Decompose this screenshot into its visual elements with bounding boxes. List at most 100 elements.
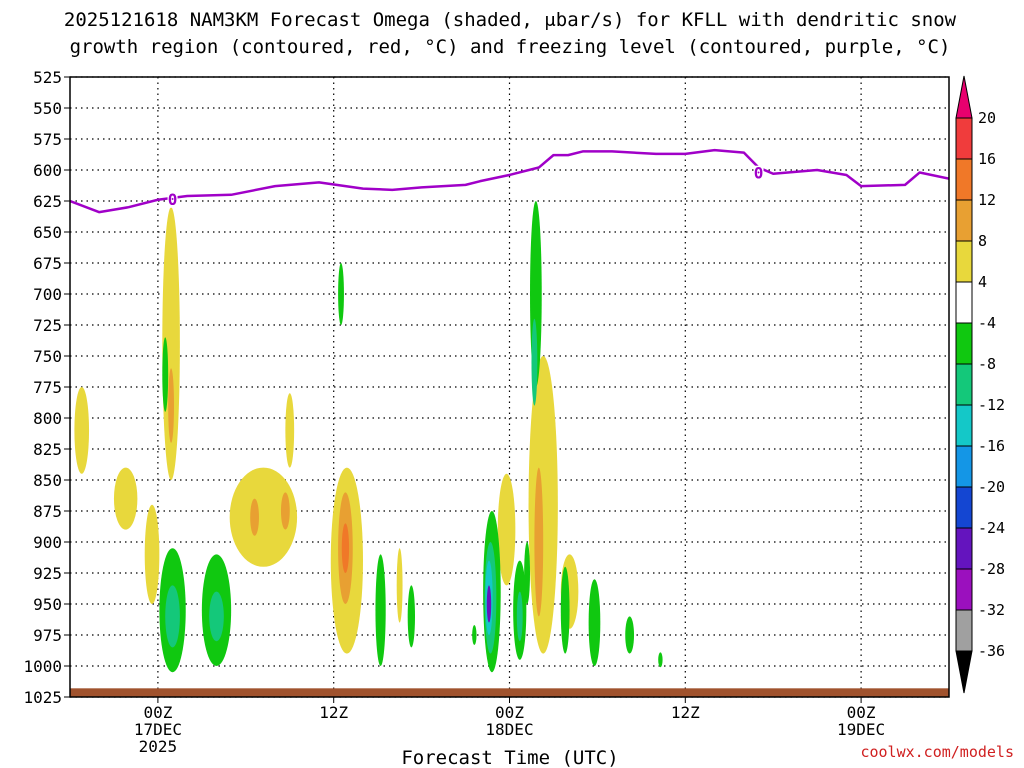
- colorbar-label-2: 12: [978, 191, 996, 209]
- y-tick-label-1025: 1025: [23, 688, 62, 707]
- y-tick-label-650: 650: [33, 223, 62, 242]
- y-axis: 525 550 575 600 625 650 675 700 725 750 775 800 825 8…: [23, 68, 70, 707]
- omega-cell-38: [658, 652, 663, 668]
- omega-cell-4: [144, 504, 160, 604]
- y-tick-label-850: 850: [33, 471, 62, 490]
- omega-cell-24: [407, 585, 416, 648]
- freezing-level-label-bg-1: [753, 165, 764, 182]
- y-tick-label-675: 675: [33, 254, 62, 273]
- omega-cell-29: [486, 585, 492, 623]
- x-tick-label-2-1: 18DEC: [485, 720, 533, 739]
- colorbar-box-5: [955, 322, 973, 365]
- omega-shading: [74, 201, 663, 673]
- ground-terrain: [70, 688, 949, 697]
- freezing-level-layer: 00: [70, 148, 949, 214]
- y-tick-label-600: 600: [33, 161, 62, 180]
- y-tick-label-950: 950: [33, 595, 62, 614]
- omega-cell-37: [625, 616, 635, 654]
- y-tick-label-700: 700: [33, 285, 62, 304]
- colorbar-label-7: -12: [978, 396, 1005, 414]
- y-tick-label-750: 750: [33, 347, 62, 366]
- freezing-level-label-0: 0: [168, 190, 178, 209]
- colorbar-box-10: [955, 527, 973, 570]
- freezing-level-label-bg-0: [167, 191, 178, 208]
- x-tick-label-0-2: 2025: [139, 737, 178, 756]
- colorbar-label-11: -28: [978, 560, 1005, 578]
- omega-cell-2: [74, 387, 90, 474]
- colorbar-label-12: -32: [978, 601, 1005, 619]
- omega-cell-36: [588, 579, 601, 666]
- chart-title-line2: growth region (contoured, red, °C) and f…: [70, 36, 951, 58]
- omega-cell-22: [338, 263, 344, 325]
- x-axis-label: Forecast Time (UTC): [401, 747, 618, 768]
- colorbar-label-13: -36: [978, 642, 1005, 660]
- omega-cell-3: [113, 467, 138, 530]
- y-tick-label-925: 925: [33, 564, 62, 583]
- colorbar-box-6: [955, 363, 973, 406]
- y-tick-label-550: 550: [33, 99, 62, 118]
- colorbar-box-4: [955, 281, 973, 324]
- omega-cell-14: [528, 356, 558, 654]
- watermark-text: coolwx.com/models: [860, 743, 1014, 761]
- omega-cell-20: [209, 591, 224, 642]
- colorbar-label-10: -24: [978, 519, 1005, 537]
- omega-cell-21: [162, 337, 169, 412]
- colorbar-label-1: 16: [978, 150, 996, 168]
- omega-cell-5: [229, 467, 298, 567]
- y-tick-label-800: 800: [33, 409, 62, 428]
- colorbar-box-0: [955, 117, 973, 160]
- colorbar-arrow-top: [955, 75, 973, 119]
- chart-title-line1: 2025121618 NAM3KM Forecast Omega (shaded…: [64, 9, 957, 31]
- colorbar-box-1: [955, 158, 973, 201]
- omega-cell-8: [285, 393, 295, 468]
- colorbar-label-0: 20: [978, 109, 996, 127]
- colorbar: 20 16 12 8 4 -4 -8 -12 -16 -20 -24 -28 -32 -36: [955, 75, 1005, 694]
- omega-cell-32: [524, 542, 531, 604]
- x-tick-label-3-0: 12Z: [671, 703, 700, 722]
- x-tick-label-4-1: 19DEC: [837, 720, 885, 739]
- omega-cell-15: [534, 467, 544, 617]
- colorbar-arrow-bottom: [955, 650, 973, 694]
- y-tick-label-525: 525: [33, 68, 62, 87]
- omega-cell-13: [497, 473, 516, 586]
- freezing-level-label-1: 0: [754, 164, 764, 183]
- colorbar-box-9: [955, 486, 973, 529]
- omega-cell-7: [280, 492, 290, 530]
- y-tick-label-1000: 1000: [23, 657, 62, 676]
- freezing-level-line: [70, 148, 949, 214]
- colorbar-box-11: [955, 568, 973, 611]
- omega-cell-12: [396, 548, 403, 623]
- y-tick-label-775: 775: [33, 378, 62, 397]
- y-tick-label-900: 900: [33, 533, 62, 552]
- colorbar-label-5: -4: [978, 314, 996, 332]
- colorbar-box-12: [955, 609, 973, 652]
- x-tick-label-2-0: 00Z: [495, 703, 524, 722]
- omega-cell-0: [162, 207, 180, 480]
- ground-fill: [70, 688, 949, 697]
- y-tick-label-625: 625: [33, 192, 62, 211]
- y-tick-label-725: 725: [33, 316, 62, 335]
- colorbar-box-3: [955, 240, 973, 283]
- y-tick-label-875: 875: [33, 502, 62, 521]
- colorbar-box-7: [955, 404, 973, 447]
- x-tick-label-0-1: 17DEC: [134, 720, 182, 739]
- omega-cell-25: [472, 625, 477, 645]
- colorbar-label-8: -16: [978, 437, 1005, 455]
- colorbar-label-4: 4: [978, 273, 987, 291]
- x-tick-label-0-0: 00Z: [143, 703, 172, 722]
- omega-cell-18: [165, 585, 180, 648]
- y-tick-label-975: 975: [33, 626, 62, 645]
- colorbar-box-2: [955, 199, 973, 242]
- y-tick-label-825: 825: [33, 440, 62, 459]
- x-tick-label-4-0: 00Z: [847, 703, 876, 722]
- colorbar-label-9: -20: [978, 478, 1005, 496]
- colorbar-label-3: 8: [978, 232, 987, 250]
- omega-cell-34: [531, 318, 538, 406]
- omega-cell-1: [168, 368, 175, 443]
- omega-cell-35: [560, 566, 570, 654]
- omega-cell-31: [516, 591, 523, 642]
- x-tick-label-1-0: 12Z: [319, 703, 348, 722]
- colorbar-box-8: [955, 445, 973, 488]
